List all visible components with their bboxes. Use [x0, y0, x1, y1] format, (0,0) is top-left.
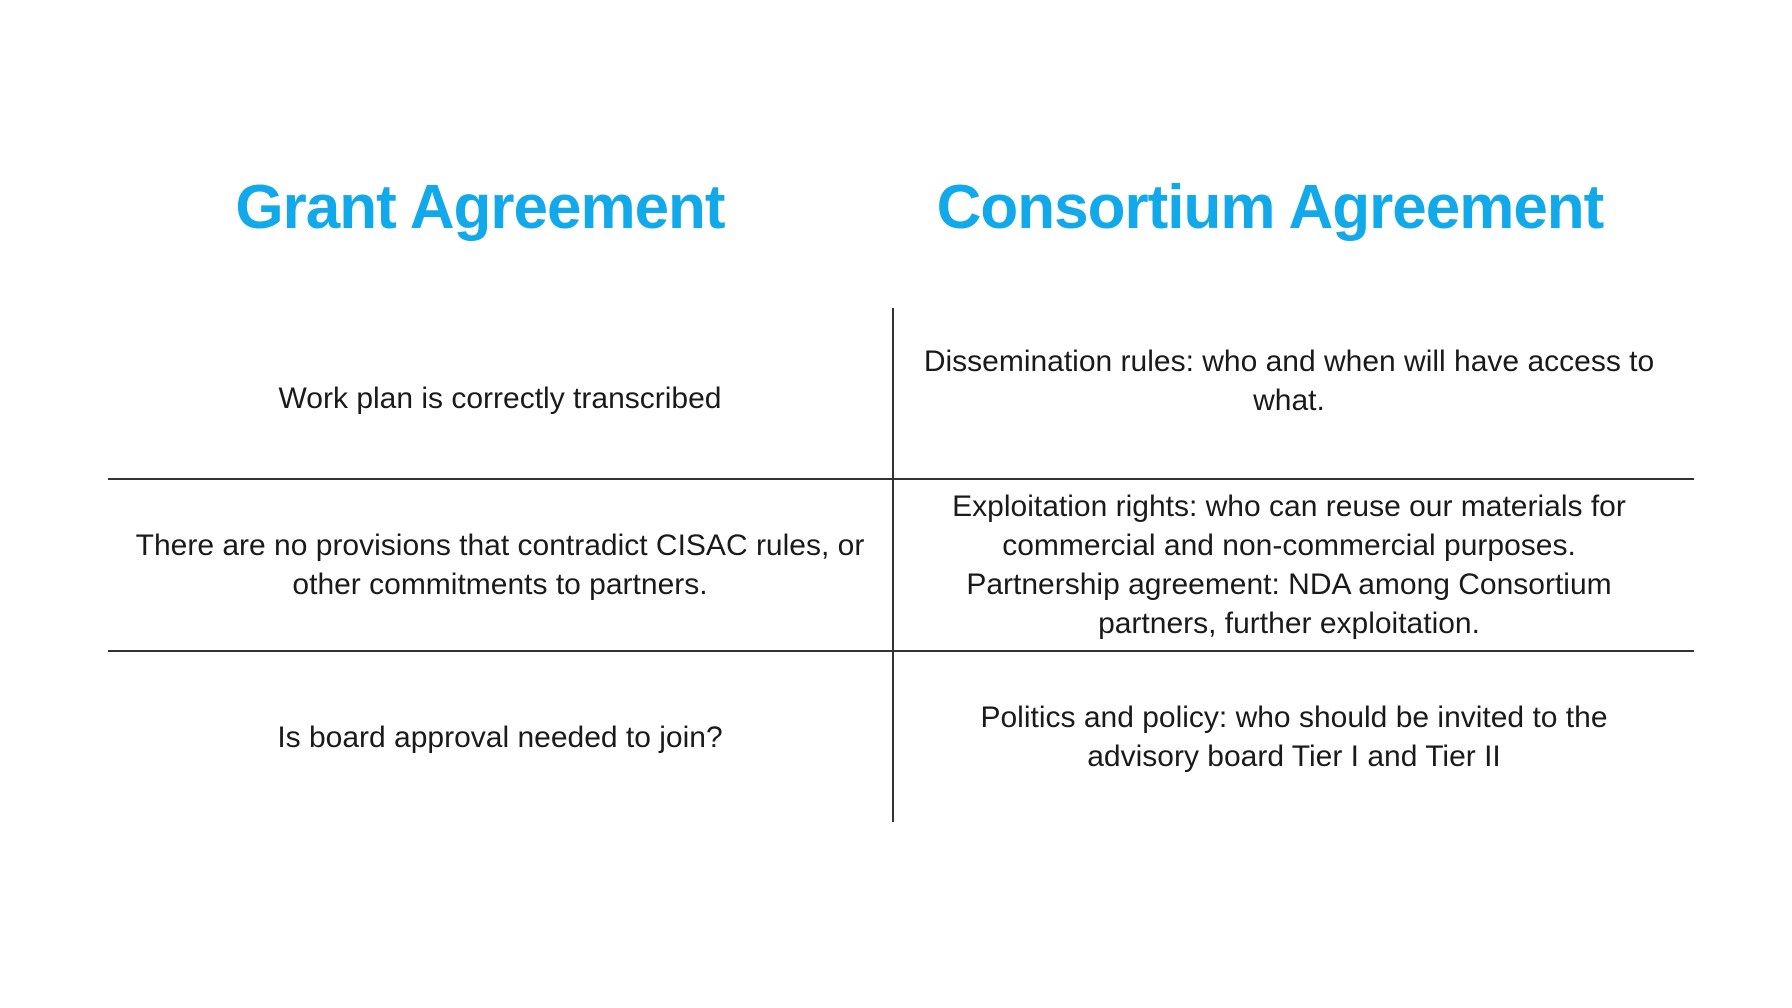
grant-cell-1: Work plan is correctly transcribed [108, 308, 892, 478]
comparison-table: Work plan is correctly transcribed Disse… [108, 308, 1694, 822]
column-divider [892, 308, 894, 822]
consortium-agreement-heading: Consortium Agreement [936, 173, 1605, 242]
row-divider-1 [108, 478, 1694, 480]
consortium-cell-2: Exploitation rights: who can reuse our m… [894, 480, 1694, 650]
grant-cell-2-text: There are no provisions that contradict … [135, 529, 865, 601]
grant-cell-3-text: Is board approval needed to join? [277, 720, 723, 754]
grant-cell-1-text: Work plan is correctly transcribed [278, 381, 722, 415]
consortium-cell-2-text: Exploitation rights: who can reuse our m… [952, 490, 1626, 562]
consortium-cell-3: Politics and policy: who should be invit… [894, 652, 1694, 822]
consortium-cell-1: Dissemination rules: who and when will h… [894, 308, 1694, 478]
grant-cell-3: Is board approval needed to join? [108, 652, 892, 822]
grant-cell-2: There are no provisions that contradict … [108, 480, 892, 650]
consortium-cell-2-extra-text: Partnership agreement: NDA among Consort… [966, 568, 1612, 640]
consortium-cell-3-text: Politics and policy: who should be invit… [980, 701, 1608, 773]
consortium-cell-1-text: Dissemination rules: who and when will h… [923, 345, 1655, 417]
grant-agreement-heading: Grant Agreement [235, 173, 725, 242]
row-divider-2 [108, 650, 1694, 652]
